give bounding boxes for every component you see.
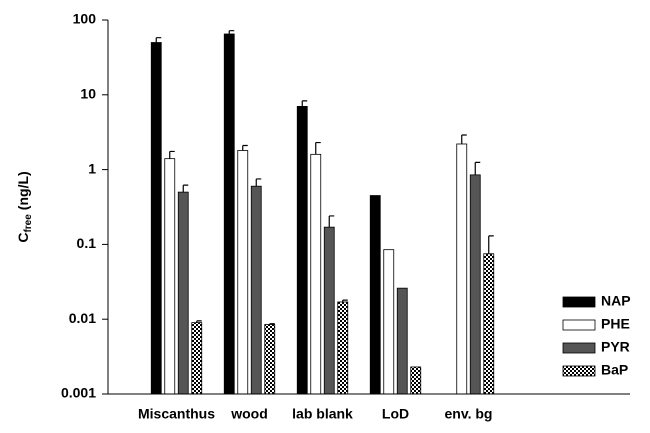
error-bar bbox=[328, 215, 335, 228]
error-bar bbox=[461, 134, 467, 144]
bar bbox=[396, 287, 408, 395]
y-axis-label: Cfree (ng/L) bbox=[15, 171, 34, 242]
x-tick-label: env. bg bbox=[445, 406, 493, 422]
error-bar bbox=[301, 100, 308, 107]
error-bar bbox=[315, 141, 321, 155]
error-bar bbox=[488, 235, 494, 254]
error-bar bbox=[255, 178, 262, 187]
error-bar bbox=[242, 144, 248, 151]
legend-swatch bbox=[562, 365, 596, 377]
legend-swatch bbox=[562, 342, 596, 354]
bar bbox=[456, 143, 468, 395]
bar bbox=[337, 301, 349, 395]
bar bbox=[191, 322, 203, 395]
error-bar bbox=[474, 161, 481, 175]
y-tick-label: 100 bbox=[73, 11, 97, 27]
x-tick-label: wood bbox=[230, 406, 268, 422]
y-label-sub: free bbox=[23, 214, 34, 233]
x-tick-label: LoD bbox=[382, 406, 409, 422]
y-tick-label: 0.001 bbox=[61, 385, 96, 401]
error-bar bbox=[228, 30, 235, 34]
error-bar bbox=[342, 299, 348, 302]
x-tick-label: Miscanthus bbox=[138, 406, 215, 422]
y-tick-label: 10 bbox=[80, 86, 96, 102]
bar bbox=[410, 366, 422, 395]
error-bar bbox=[196, 320, 202, 323]
y-tick-label: 0.01 bbox=[69, 310, 96, 326]
bar bbox=[383, 249, 395, 395]
legend-label: BaP bbox=[601, 362, 628, 378]
x-tick-label: lab blank bbox=[292, 406, 353, 422]
bar bbox=[323, 226, 335, 395]
legend-swatch bbox=[562, 319, 596, 331]
y-tick-label: 0.1 bbox=[77, 235, 97, 251]
bar bbox=[164, 158, 176, 395]
legend-label: PYR bbox=[601, 339, 630, 355]
bar bbox=[296, 105, 308, 395]
error-bar bbox=[269, 323, 275, 325]
bar bbox=[150, 42, 162, 395]
bar bbox=[264, 324, 276, 395]
bar bbox=[237, 150, 249, 395]
bar bbox=[469, 174, 481, 395]
y-label-unit: (ng/L) bbox=[15, 171, 31, 210]
bar bbox=[369, 195, 381, 395]
bar bbox=[483, 253, 495, 395]
error-bar bbox=[182, 184, 189, 193]
legend-swatch bbox=[562, 296, 596, 308]
legend-label: PHE bbox=[601, 316, 630, 332]
bar bbox=[310, 153, 322, 395]
y-label-main: C bbox=[15, 233, 31, 243]
y-tick-label: 1 bbox=[88, 160, 96, 176]
bar bbox=[223, 33, 235, 395]
legend-label: NAP bbox=[601, 293, 631, 309]
bar bbox=[250, 185, 262, 395]
error-bar bbox=[169, 150, 175, 159]
error-bar bbox=[155, 37, 162, 43]
bar bbox=[177, 191, 189, 395]
